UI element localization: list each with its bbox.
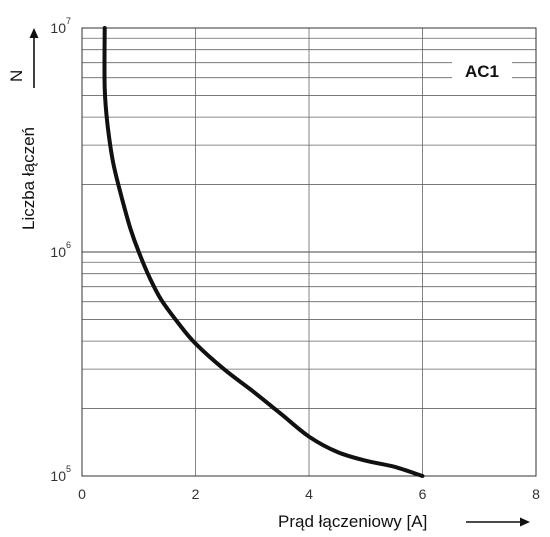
y-tick-label: 10 — [50, 468, 66, 484]
x-tick-label: 2 — [192, 486, 200, 502]
x-axis-title: Prąd łączeniowy [A] — [278, 512, 427, 531]
x-tick-label: 8 — [532, 486, 540, 502]
y-tick-label: 10 — [50, 244, 66, 260]
y-tick-exponent: 5 — [66, 464, 71, 474]
x-tick-label: 0 — [78, 486, 86, 502]
legend-box — [452, 60, 512, 82]
plot-frame — [81, 27, 537, 477]
y-tick-exponent: 7 — [66, 16, 71, 26]
x-axis-arrow — [466, 517, 530, 527]
y-axis-title: Liczba łączeń — [19, 127, 38, 230]
x-tick-label: 4 — [305, 486, 313, 502]
y-axis-arrow — [29, 28, 39, 88]
y-tick-exponent: 6 — [66, 240, 71, 250]
ac1-series-line — [102, 26, 425, 478]
grid — [81, 28, 537, 477]
legend-label-ac1: AC1 — [465, 62, 499, 81]
x-tick-label: 6 — [419, 486, 427, 502]
y-axis-symbol: N — [7, 70, 26, 82]
y-tick-label: 10 — [50, 20, 66, 36]
